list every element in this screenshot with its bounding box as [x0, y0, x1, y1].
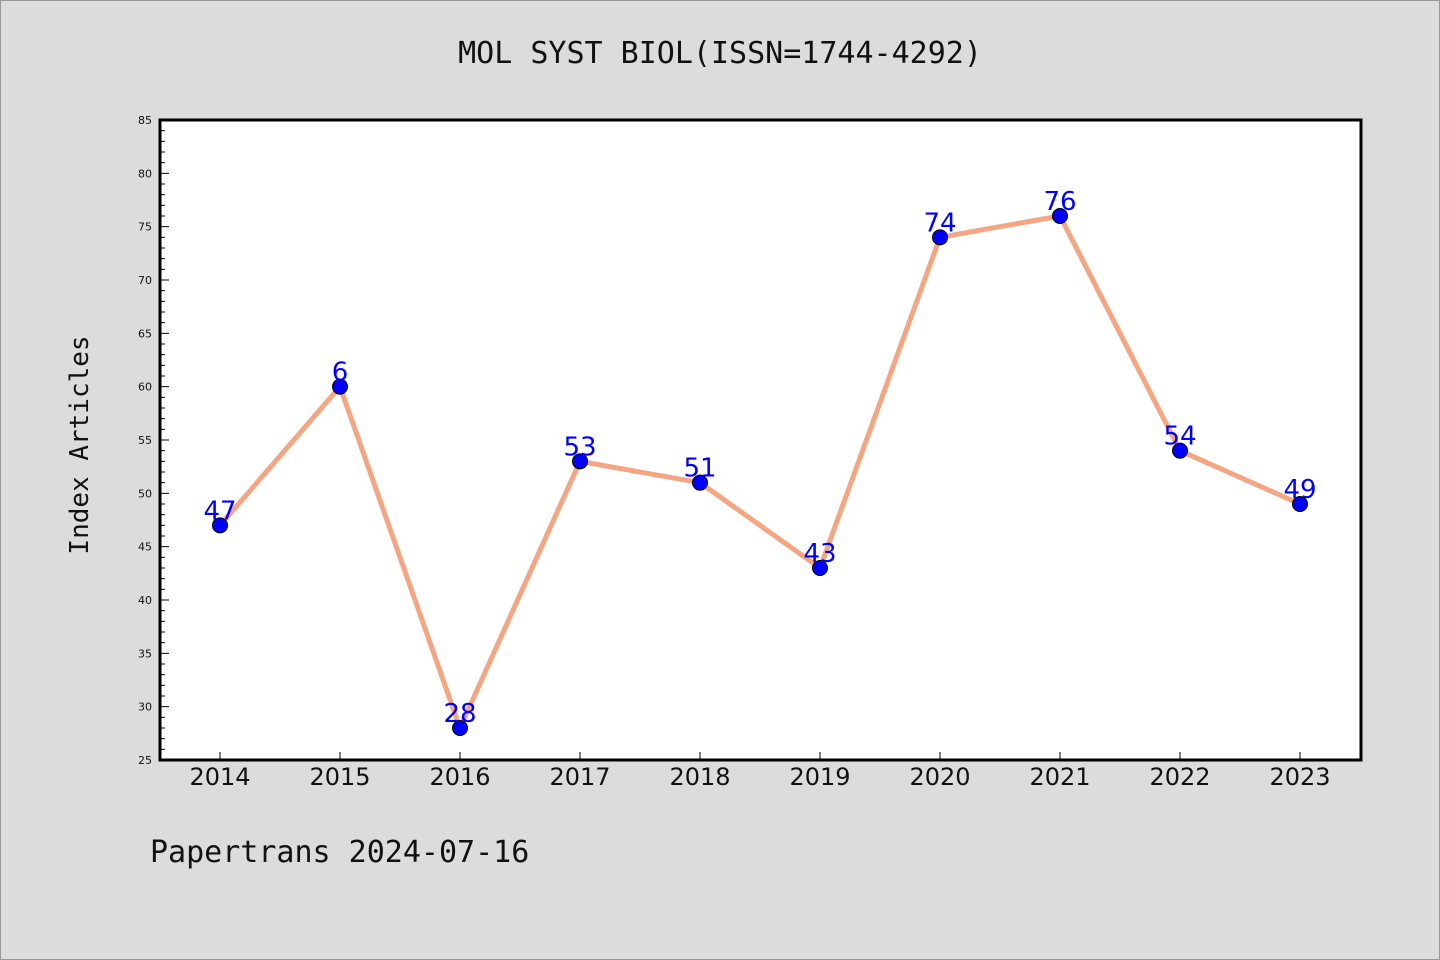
data-labels: 47 6 28 53 51 43 74 76 54 49 [203, 187, 1316, 729]
x-tick-label: 2016 [429, 763, 490, 791]
x-tick-label: 2023 [1269, 763, 1330, 791]
data-label: 47 [203, 496, 236, 526]
series-line [217, 213, 1303, 731]
data-point [572, 453, 588, 470]
data-label: 28 [443, 699, 476, 729]
y-tick-label: 85 [138, 114, 152, 127]
x-tick-label: 2020 [909, 763, 970, 791]
x-tick-label: 2018 [669, 763, 730, 791]
footer-text: Papertrans 2024-07-16 [150, 835, 530, 870]
y-tick-label: 50 [138, 487, 152, 500]
y-axis: 25 30 35 40 45 50 55 60 65 70 75 80 85 [138, 114, 169, 767]
y-tick-label: 45 [138, 541, 152, 554]
y-tick-label: 80 [138, 167, 152, 180]
data-label: 76 [1043, 187, 1076, 217]
x-tick-label: 2017 [549, 763, 610, 791]
x-tick-label: 2019 [789, 763, 850, 791]
y-tick-label: 25 [138, 754, 152, 767]
y-tick-label: 70 [138, 274, 152, 287]
y-tick-label: 35 [138, 647, 152, 660]
data-point [332, 378, 348, 395]
data-label: 6 [332, 358, 349, 388]
data-label: 49 [1283, 475, 1316, 505]
data-label: 53 [563, 432, 596, 462]
data-label: 74 [923, 208, 956, 238]
series-markers [212, 208, 1308, 736]
data-point [812, 560, 828, 576]
y-tick-label: 30 [138, 701, 152, 714]
data-label: 51 [683, 454, 716, 484]
y-tick-label: 75 [138, 221, 152, 234]
data-point [1292, 496, 1308, 512]
data-label: 54 [1163, 422, 1196, 452]
x-tick-label: 2022 [1149, 763, 1210, 791]
data-point [452, 720, 468, 736]
data-label: 43 [803, 539, 836, 569]
data-point [1172, 442, 1188, 459]
x-tick-label: 2014 [189, 763, 250, 791]
data-point [692, 474, 708, 491]
y-tick-label: 60 [138, 381, 152, 394]
x-tick-label: 2015 [309, 763, 370, 791]
y-tick-label: 40 [138, 594, 152, 607]
x-axis: 2014 2015 2016 2017 2018 2019 2020 2021 2022 2023 [189, 752, 1331, 791]
data-point [1052, 208, 1068, 224]
data-point [932, 229, 948, 246]
x-tick-label: 2021 [1029, 763, 1090, 791]
y-tick-label: 65 [138, 327, 152, 340]
y-tick-label: 55 [138, 434, 152, 447]
chart-title: MOL SYST BIOL(ISSN=1744-4292) [458, 36, 982, 71]
data-point [212, 517, 228, 534]
